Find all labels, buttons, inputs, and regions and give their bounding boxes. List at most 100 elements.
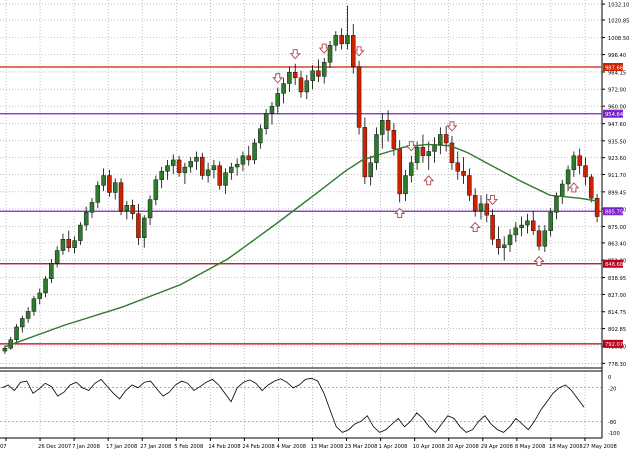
y-tick-label: 863.40 (608, 241, 626, 247)
candle-bear (484, 203, 490, 216)
candle-bull (438, 134, 443, 145)
candle-bull (31, 298, 37, 312)
candle-bear (136, 213, 141, 238)
candle-bull (234, 163, 240, 168)
candle-bull (142, 217, 147, 238)
candle-bull (275, 93, 281, 107)
x-tick-label: 23 Mar 2008 (345, 444, 378, 450)
candle-bull (159, 171, 164, 180)
candle-bull (368, 162, 373, 178)
oscillator-label: -20 (608, 386, 616, 392)
arrow-up-icon (394, 207, 406, 218)
x-tick-label: 10 Apr 2008 (413, 444, 445, 450)
candle-bear (298, 77, 304, 93)
candle-bull (252, 142, 257, 161)
y-tick-label: 899.45 (608, 190, 626, 196)
candle-bear (200, 156, 205, 176)
arrow-down-icon (353, 46, 365, 57)
candles (2, 5, 600, 354)
candle-bull (542, 230, 548, 247)
y-tick-label: 960.00 (608, 105, 626, 111)
x-tick-label: 17 Jan 2008 (106, 444, 137, 450)
candle-bull (229, 166, 234, 173)
x-tick-label: 26 Dec 2007 (38, 444, 71, 450)
candle-bull (153, 179, 159, 200)
candle-bull (409, 162, 414, 176)
candle-bear (107, 175, 112, 193)
candle-bull (112, 182, 118, 193)
candle-bull (281, 83, 286, 94)
candle-bull (25, 311, 31, 319)
x-tick-label: 7 Jan 2008 (72, 444, 100, 450)
candle-bear (397, 148, 402, 195)
y-tick-label: 1008.50 (608, 36, 629, 42)
candle-bull (54, 250, 60, 264)
candle-bull (554, 196, 559, 213)
candle-bull (37, 292, 42, 299)
level-label: 792.07 (605, 342, 623, 348)
candle-bull (287, 71, 292, 84)
candle-bull (223, 172, 228, 186)
candle-bull (258, 128, 263, 144)
x-tick-label: 1 Apr 2008 (379, 444, 408, 450)
candle-bull (513, 227, 519, 236)
candle-bull (478, 203, 484, 212)
x-tick-label: 27 May 2008 (583, 444, 617, 450)
candle-bear (292, 71, 298, 79)
candle-bull (304, 80, 310, 93)
candle-bull (14, 326, 19, 340)
x-tick-label: 07 (0, 444, 7, 450)
y-tick-label: 1032.10 (608, 3, 629, 9)
candle-bull (171, 159, 176, 166)
candle-bear (467, 175, 472, 196)
arrow-down-icon (446, 121, 458, 132)
candle-bull (403, 175, 408, 195)
candle-bull (182, 166, 188, 173)
candle-bull (501, 244, 507, 248)
candle-bull (20, 318, 25, 328)
candle-bull (89, 202, 95, 213)
level-label: 885.75 (605, 210, 623, 216)
oscillator-label: 0 (608, 375, 611, 381)
candle-bear (391, 130, 397, 149)
candle-bear (339, 35, 344, 45)
level-label: 954.64 (605, 112, 624, 118)
candle-bear (472, 195, 478, 212)
candle-bull (263, 113, 269, 129)
x-tick-label: 20 Apr 2008 (447, 444, 479, 450)
oscillator-label: -80 (608, 420, 616, 426)
candle-bear (443, 134, 449, 144)
candle-bear (316, 70, 321, 77)
arrow-up-icon (469, 221, 481, 233)
candle-bear (356, 66, 362, 128)
level-label: 987.66 (605, 65, 623, 71)
candle-bear (577, 155, 582, 166)
arrow-down-icon (405, 141, 417, 152)
candle-bull (165, 165, 170, 172)
y-tick-label: 972.00 (608, 88, 626, 94)
y-tick-label: 947.60 (608, 122, 626, 128)
x-tick-label: 5 Feb 2008 (174, 444, 203, 450)
candle-bear (246, 155, 251, 161)
candle-bear (66, 238, 71, 248)
candle-bear (531, 220, 536, 231)
candle-bull (565, 169, 571, 185)
x-tick-label: 14 Feb 2008 (208, 444, 240, 450)
level-label-bg (603, 207, 623, 216)
oscillator-line (1, 377, 585, 433)
arrow-up-icon (423, 175, 435, 186)
x-tick-label: 27 Jan 2008 (140, 444, 171, 450)
y-tick-label: 1020.85 (608, 19, 629, 25)
candle-bear (176, 159, 182, 173)
x-tick-label: 13 Mar 2008 (311, 444, 344, 450)
level-label-bg (603, 109, 623, 118)
y-tick-label: 996.40 (608, 53, 626, 59)
candle-bear (449, 142, 455, 163)
candle-bull (194, 156, 199, 162)
x-tick-label: 4 Mar 2008 (276, 444, 306, 450)
candle-bull (78, 224, 83, 241)
candle-bull (345, 35, 350, 45)
candle-bull (571, 155, 577, 171)
